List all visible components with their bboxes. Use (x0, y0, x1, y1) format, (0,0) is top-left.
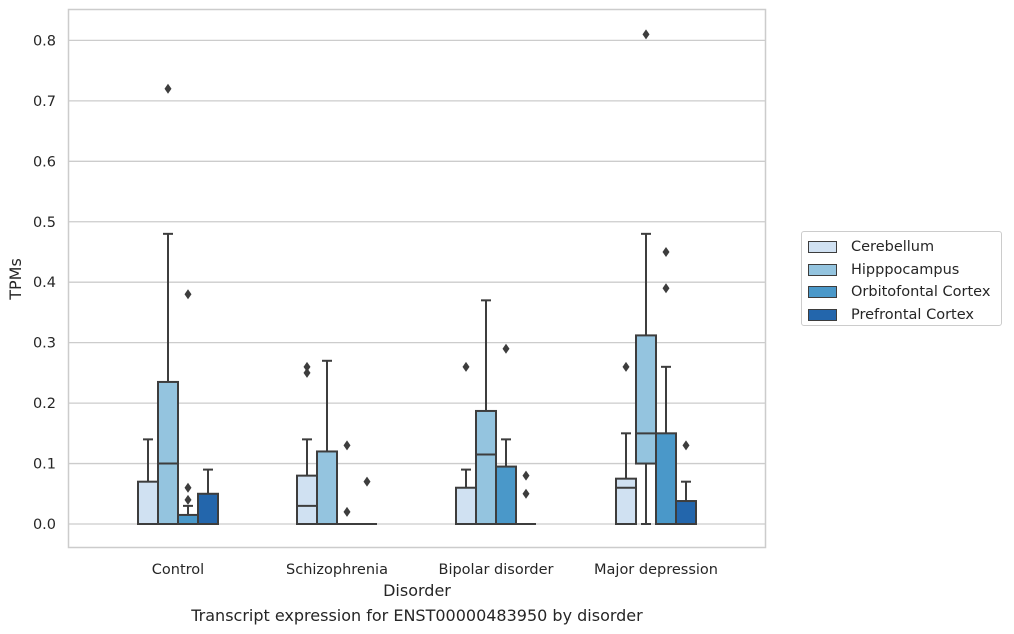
chart-caption: Transcript expression for ENST0000048395… (191, 606, 643, 625)
outlier-point (502, 343, 510, 354)
outlier-point (184, 289, 192, 300)
gridlines (68, 39, 766, 525)
legend-swatch (808, 263, 837, 276)
x-tick-label: Major depression (594, 562, 718, 578)
box-body (177, 513, 199, 525)
box-hipppocampus (316, 359, 338, 525)
box-body (495, 465, 517, 526)
legend-label: Cerebellum (851, 239, 935, 256)
box-orbitofontal-cortex (495, 343, 517, 526)
legend-swatch (808, 241, 837, 254)
box-orbitofontal-cortex (655, 246, 677, 526)
legend: Cerebellum Hipppocampus Orbitofontal Corte… (801, 231, 1002, 326)
x-tick-label: Control (152, 562, 204, 578)
box-body (197, 492, 219, 525)
legend-label: Prefrontal Cortex (851, 306, 974, 323)
x-tick-labels: Control Schizophrenia Bipolar disorder Majo… (152, 562, 718, 578)
box-body (475, 409, 497, 525)
box-body (137, 480, 159, 525)
x-tick-label: Schizophrenia (286, 562, 388, 578)
legend-item: Orbitofontal Cortex (808, 281, 1001, 304)
outlier-point (343, 440, 351, 451)
y-tick-label: 0.4 (33, 275, 56, 291)
box-body (296, 474, 318, 526)
box-prefrontal-cortex (675, 440, 697, 525)
legend-swatch (808, 308, 837, 321)
outlier-point (184, 494, 192, 505)
box-orbitofontal-cortex (337, 440, 357, 525)
box-body (635, 334, 657, 465)
box-prefrontal-cortex (197, 468, 219, 525)
legend-item: Cerebellum (808, 236, 1001, 259)
y-tick-labels: 0.0 0.1 0.2 0.3 0.4 0.5 0.6 0.7 0.8 (33, 33, 56, 533)
legend-label: Hipppocampus (851, 261, 960, 278)
box-body (157, 380, 179, 525)
outlier-point (522, 470, 530, 481)
box-series (137, 29, 697, 526)
outlier-point (164, 83, 172, 94)
outlier-point (184, 482, 192, 493)
y-axis-label: TPMs (6, 258, 25, 301)
box-cerebellum (137, 438, 159, 525)
y-tick-label: 0.7 (33, 94, 56, 110)
outlier-point (662, 283, 670, 294)
outlier-point (363, 476, 371, 487)
outlier-point (642, 29, 650, 40)
box-cerebellum (615, 361, 637, 526)
box-body (655, 432, 677, 526)
legend-item: Hipppocampus (808, 259, 1001, 282)
outlier-point (303, 367, 311, 378)
outlier-point (522, 488, 530, 499)
outlier-point (622, 361, 630, 372)
box-body (675, 500, 697, 525)
legend-swatch (808, 286, 837, 299)
y-tick-label: 0.2 (33, 396, 56, 412)
y-tick-label: 0.8 (33, 33, 56, 49)
outlier-point (662, 246, 670, 257)
box-cerebellum (455, 361, 477, 526)
outlier-point (682, 440, 690, 451)
y-tick-label: 0.1 (33, 457, 56, 473)
outlier-point (343, 506, 351, 517)
box-orbitofontal-cortex (177, 289, 199, 525)
box-hipppocampus (157, 83, 179, 525)
box-hipppocampus (635, 29, 657, 525)
legend-label: Orbitofontal Cortex (851, 284, 991, 301)
outlier-point (303, 361, 311, 372)
y-tick-label: 0.0 (33, 517, 56, 533)
x-tick-label: Bipolar disorder (439, 562, 554, 578)
box-cerebellum (296, 361, 318, 526)
box-hipppocampus (475, 299, 497, 525)
box-prefrontal-cortex (516, 470, 536, 525)
outlier-point (462, 361, 470, 372)
y-tick-label: 0.3 (33, 336, 56, 352)
box-body (615, 477, 637, 526)
y-tick-label: 0.5 (33, 215, 56, 231)
box-body (316, 450, 338, 525)
legend-item: Prefrontal Cortex (808, 304, 1001, 327)
x-axis-label: Disorder (383, 581, 451, 600)
plot-frame (67, 8, 767, 549)
box-prefrontal-cortex (357, 476, 377, 525)
box-body (455, 486, 477, 526)
y-tick-label: 0.6 (33, 154, 56, 170)
